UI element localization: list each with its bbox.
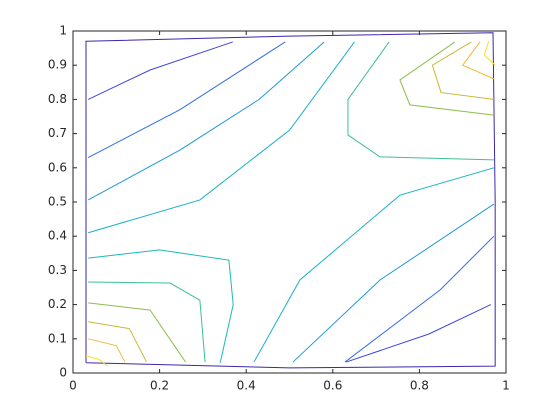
contour-line [85, 355, 108, 367]
contour-line [88, 302, 186, 363]
contour-line [87, 41, 325, 201]
contour-line [347, 41, 494, 161]
y-tick-label: 0.2 [48, 297, 67, 311]
y-tick-label: 0.4 [48, 229, 67, 243]
y-tick-label: 0 [59, 366, 67, 380]
y-tick-label: 0.6 [48, 160, 67, 174]
contour-line [399, 41, 494, 116]
contour-line [87, 41, 233, 100]
y-tick-label: 0.9 [48, 58, 67, 72]
contour-line [88, 338, 126, 363]
contour-line [88, 321, 148, 363]
contour-line [292, 203, 495, 363]
contour-line [483, 41, 496, 66]
x-tick-label: 0.8 [410, 379, 429, 393]
contour-line [88, 281, 206, 363]
contour-line [88, 249, 234, 363]
x-tick-label: 0.2 [150, 379, 169, 393]
contour-line [346, 304, 492, 363]
contour-line [88, 41, 355, 234]
x-tick-label: 0 [69, 379, 77, 393]
x-tick-label: 1 [502, 379, 510, 393]
y-tick-label: 0.7 [48, 126, 67, 140]
contour-line [253, 167, 495, 363]
y-tick-label: 0.5 [48, 195, 67, 209]
contour-line [431, 41, 494, 100]
x-tick-label: 0.6 [323, 379, 342, 393]
y-tick-label: 1 [59, 24, 67, 38]
y-tick-label: 0.1 [48, 331, 67, 345]
contour-line [461, 41, 495, 80]
x-tick-label: 0.4 [237, 379, 256, 393]
contour-line [344, 235, 495, 363]
y-tick-label: 0.8 [48, 92, 67, 106]
contour-line [87, 41, 286, 158]
y-tick-label: 0.3 [48, 263, 67, 277]
contour-line [85, 32, 496, 369]
